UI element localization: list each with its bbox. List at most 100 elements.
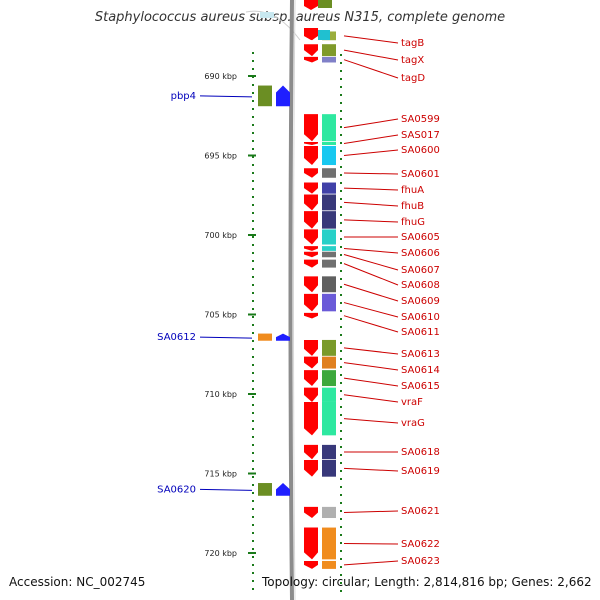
gene-leader-line: [343, 134, 399, 144]
minor-tick-left: [252, 244, 254, 246]
minor-tick-left: [252, 476, 254, 478]
minor-tick-right: [340, 70, 342, 72]
gene-arrow-forward: [304, 211, 318, 229]
gene-leader-line: [343, 201, 399, 207]
minor-tick-left: [252, 404, 254, 406]
minor-tick-right: [340, 366, 342, 368]
minor-tick-left: [252, 428, 254, 430]
minor-tick-right: [340, 302, 342, 304]
minor-tick-left: [252, 156, 254, 158]
minor-tick-left: [252, 180, 254, 182]
minor-tick-right: [340, 222, 342, 224]
minor-tick-left: [252, 148, 254, 150]
gene-label-sa0612: SA0612: [157, 332, 196, 343]
minor-tick-right: [340, 454, 342, 456]
minor-tick-left: [252, 220, 254, 222]
minor-tick-right: [340, 582, 342, 584]
minor-tick-right: [340, 334, 342, 336]
gene-arrow-forward: [304, 401, 318, 436]
minor-tick-left: [252, 500, 254, 502]
minor-tick-right: [340, 158, 342, 160]
minor-tick-left: [252, 356, 254, 358]
minor-tick-right: [340, 430, 342, 432]
minor-tick-right: [340, 438, 342, 440]
minor-tick-right: [340, 78, 342, 80]
gene-arrow-forward: [304, 506, 318, 519]
gene-leader-line: [343, 347, 399, 355]
minor-tick-right: [340, 550, 342, 552]
gene-arrow-forward: [304, 114, 318, 142]
gene-label-sa0609: SA0609: [401, 296, 440, 307]
scale-tick: [248, 154, 256, 157]
gene-label-sa0619: SA0619: [401, 466, 440, 477]
gene-arrow-forward: [304, 141, 318, 145]
gene-category-bar-partial: [318, 30, 330, 40]
minor-tick-left: [252, 252, 254, 254]
minor-tick-right: [340, 206, 342, 208]
gene-arrow-forward: [304, 339, 318, 356]
minor-tick-right: [340, 574, 342, 576]
minor-tick-right: [340, 294, 342, 296]
minor-tick-left: [252, 172, 254, 174]
scale-tick-label: 700 kbp: [204, 231, 237, 240]
gene-category-bar: [258, 333, 272, 341]
scale-tick-label: 720 kbp: [204, 549, 237, 558]
minor-tick-left: [252, 348, 254, 350]
gene-label-vraf: vraF: [401, 397, 423, 408]
minor-tick-left: [252, 548, 254, 550]
gene-label-sa0614: SA0614: [401, 365, 440, 376]
gene-category-bar: [322, 145, 336, 166]
minor-tick-right: [340, 478, 342, 480]
minor-tick-right: [340, 510, 342, 512]
gene-category-bar: [322, 339, 336, 356]
minor-tick-right: [340, 174, 342, 176]
scale-tick: [248, 234, 256, 236]
minor-tick-left: [252, 260, 254, 262]
gene-category-bar: [322, 229, 336, 245]
minor-tick-left: [252, 540, 254, 542]
minor-tick-left: [252, 420, 254, 422]
gene-arrow-forward: [304, 312, 318, 319]
gene-arrow-forward: [304, 370, 318, 387]
minor-tick-right: [340, 126, 342, 128]
minor-tick-left: [252, 444, 254, 446]
gene-category-bar: [322, 356, 336, 369]
minor-tick-right: [340, 486, 342, 488]
minor-tick-left: [252, 324, 254, 326]
minor-tick-left: [252, 516, 254, 518]
gene-leader-line: [343, 149, 399, 156]
gene-label-sa0615: SA0615: [401, 381, 440, 392]
minor-tick-right: [340, 54, 342, 56]
gene-arrow-forward: [304, 145, 318, 166]
gene-leader-line: [343, 187, 399, 191]
gene-category-bar: [322, 211, 336, 229]
gene-arrow-forward: [304, 527, 318, 560]
minor-tick-right: [340, 406, 342, 408]
minor-tick-left: [252, 564, 254, 566]
minor-tick-left: [252, 572, 254, 574]
gene-category-bar: [322, 194, 336, 211]
gene-leader-line: [343, 560, 399, 566]
accession-label: Accession: NC_002745: [9, 575, 146, 589]
gene-label-fhua: fhuA: [401, 185, 424, 196]
minor-tick-left: [252, 412, 254, 414]
minor-tick-right: [340, 446, 342, 448]
gene-category-bar: [322, 56, 336, 63]
gene-category-bar: [322, 293, 336, 312]
minor-tick-left: [252, 460, 254, 462]
minor-tick-left: [252, 100, 254, 102]
minor-tick-left: [252, 452, 254, 454]
minor-tick-left: [252, 164, 254, 166]
gene-label-sa0605: SA0605: [401, 232, 440, 243]
gene-leader-line: [343, 394, 399, 403]
minor-tick-left: [252, 484, 254, 486]
genome-title: Staphylococcus aureus subsp. aureus N315…: [94, 10, 506, 25]
gene-category-bar: [322, 44, 336, 57]
scale-tick: [248, 393, 256, 395]
minor-tick-right: [340, 86, 342, 88]
minor-tick-right: [340, 342, 342, 344]
gene-leader-line: [343, 377, 399, 387]
gene-arrow-forward: [304, 560, 318, 569]
minor-tick-right: [340, 102, 342, 104]
gene-leader-line: [199, 95, 253, 98]
